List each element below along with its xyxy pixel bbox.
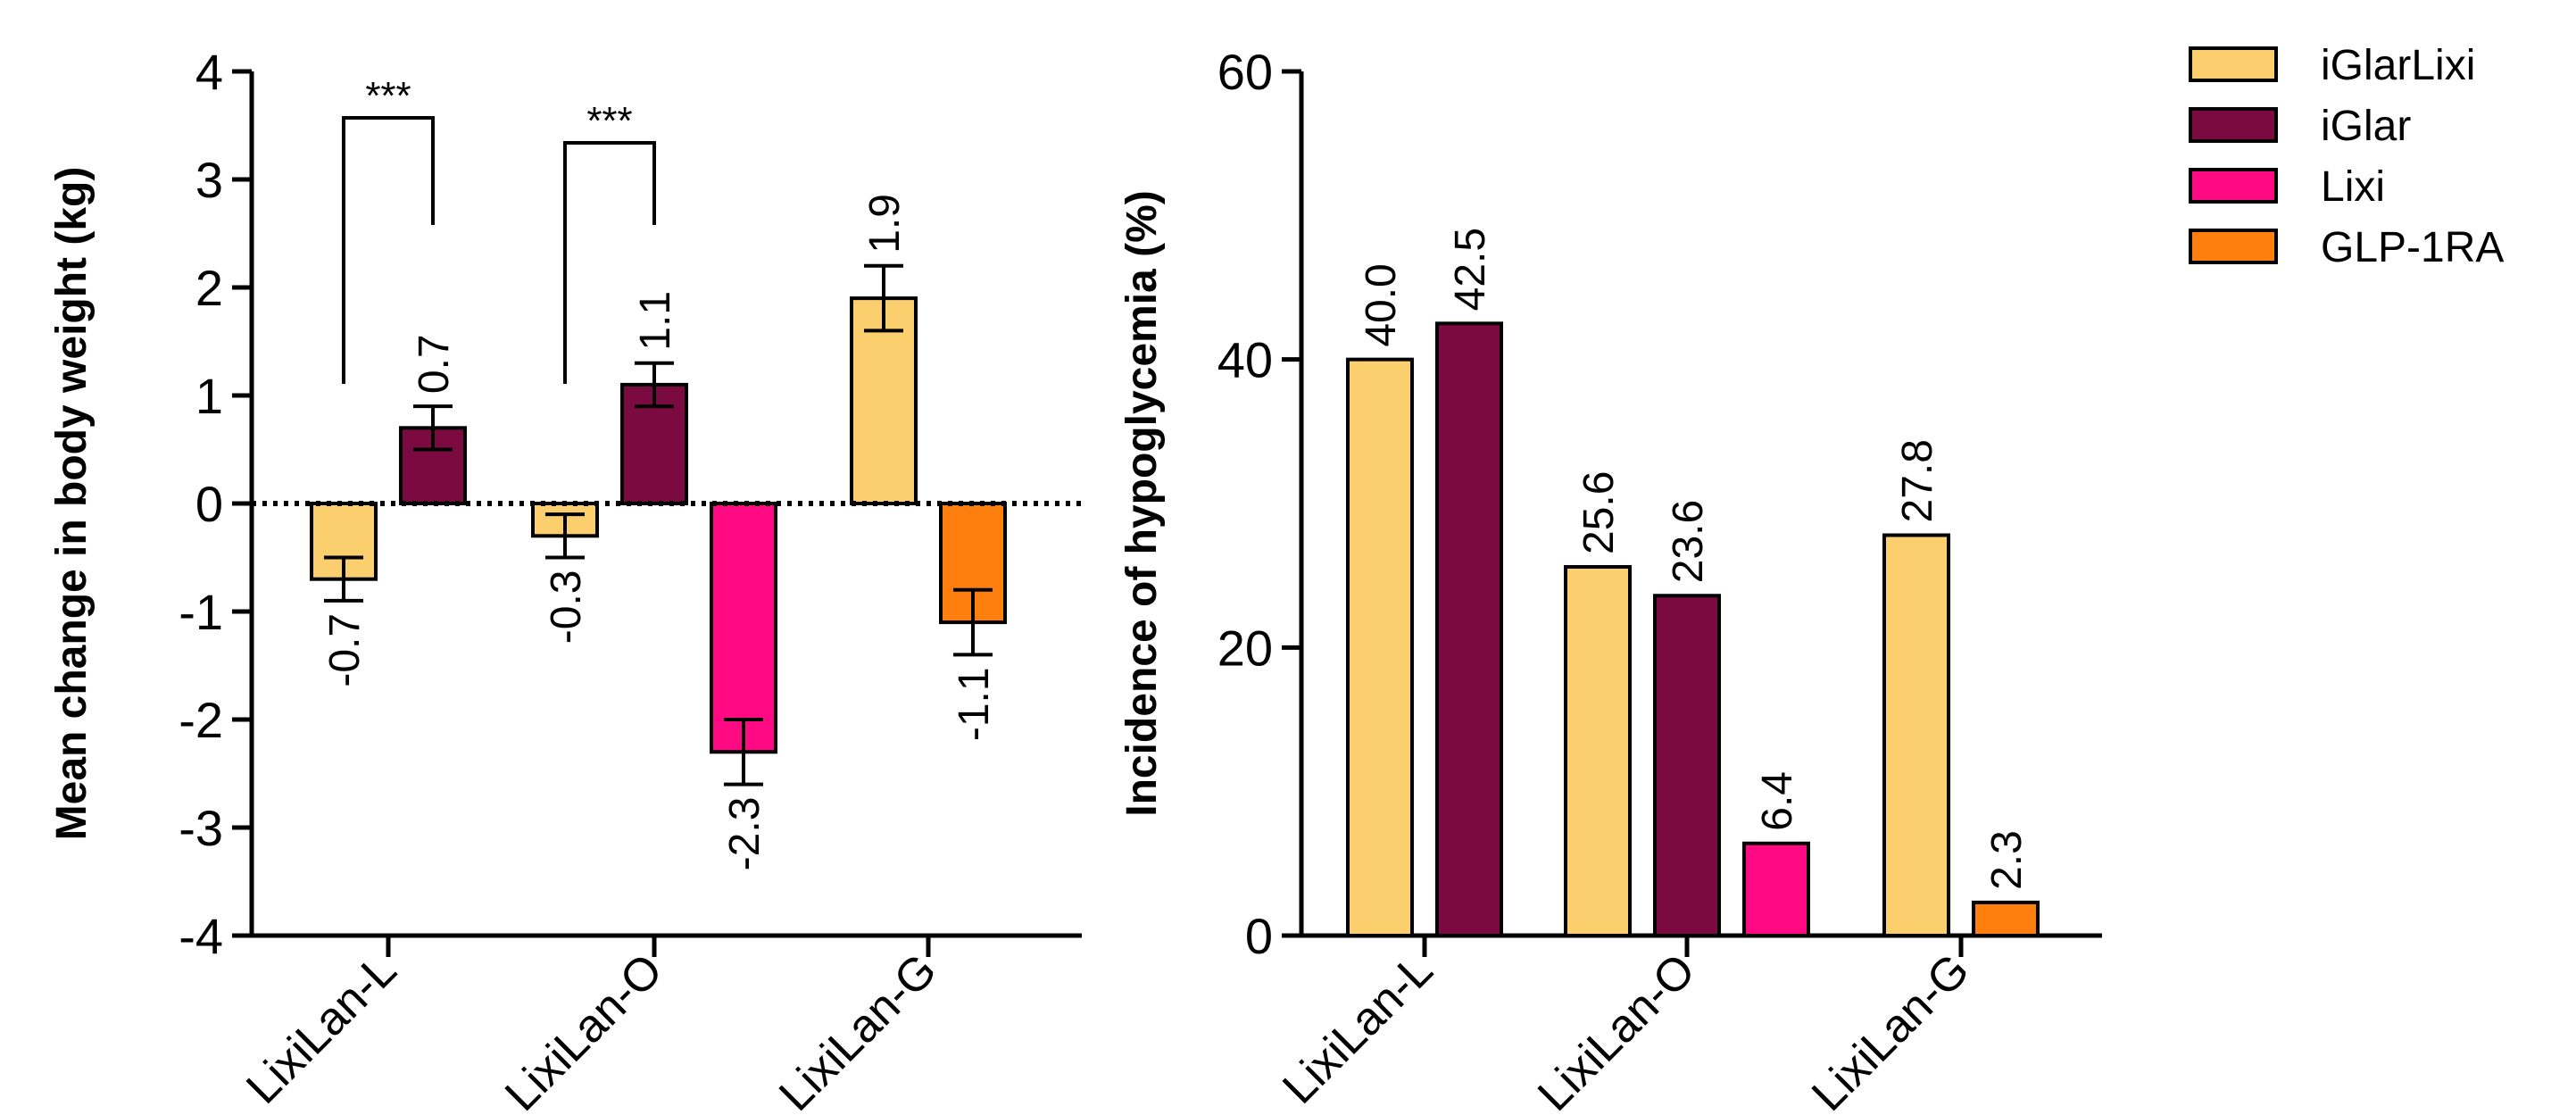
data-label-lixilan-o-iglarlixi: -0.3 bbox=[543, 570, 590, 645]
category-label: LixiLan-G bbox=[1802, 944, 1979, 1115]
category-label: LixiLan-O bbox=[495, 944, 672, 1115]
y-tick-label: -2 bbox=[179, 692, 223, 748]
hypoglycemia-chart: 60 40 20 0 Incidence of hypoglycemia (%) Lixi… bbox=[1118, 44, 2102, 1115]
legend-swatch-iglar bbox=[2189, 107, 2278, 143]
data-label-lixilan-o-lixi: 6.4 bbox=[1754, 771, 1801, 831]
category-label: LixiLan-L bbox=[237, 944, 406, 1113]
bar-lixilan-o-iglar bbox=[1653, 594, 1721, 938]
legend-swatch-glp-1ra bbox=[2189, 229, 2278, 264]
y-axis-title: Mean change in body weight (kg) bbox=[48, 167, 96, 841]
category-label: LixiLan-O bbox=[1528, 944, 1705, 1115]
bar-lixilan-o-lixi bbox=[710, 502, 777, 754]
significance-label: *** bbox=[586, 99, 632, 143]
legend-swatch-lixi bbox=[2189, 168, 2278, 204]
legend-label-iglarlixi: iGlarLixi bbox=[2321, 42, 2475, 89]
data-label-lixilan-o-iglar: 1.1 bbox=[632, 291, 679, 351]
y-tick-label: 1 bbox=[195, 368, 223, 424]
data-label-lixilan-l-iglar: 42.5 bbox=[1447, 228, 1494, 311]
bar-lixilan-g-iglarlixi bbox=[1882, 533, 1950, 937]
data-label-lixilan-g-glp-1ra: 2.3 bbox=[1983, 830, 2031, 890]
weight-change-chart: 4 3 2 1 0 -1 -2 -3 -4 Mean change in body weight … bbox=[48, 44, 1082, 1115]
legend-label-glp-1ra: GLP-1RA bbox=[2321, 224, 2504, 271]
data-label-lixilan-l-iglar: 0.7 bbox=[411, 334, 458, 394]
y-axis-title: Incidence of hypoglycemia (%) bbox=[1118, 190, 1166, 816]
y-tick-label: 60 bbox=[1217, 44, 1273, 100]
y-tick-label: 4 bbox=[195, 44, 223, 100]
legend-label-lixi: Lixi bbox=[2321, 163, 2385, 211]
bar-lixilan-l-iglar bbox=[1435, 321, 1503, 938]
y-tick-label: 40 bbox=[1217, 332, 1273, 388]
bar-lixilan-o-lixi bbox=[1742, 841, 1810, 937]
data-label-lixilan-l-iglarlixi: -0.7 bbox=[321, 613, 369, 687]
data-label-lixilan-o-iglarlixi: 25.6 bbox=[1575, 471, 1623, 554]
y-tick-label: -1 bbox=[179, 584, 223, 640]
bar-lixilan-l-iglarlixi bbox=[1346, 357, 1414, 937]
category-label: LixiLan-G bbox=[769, 944, 946, 1115]
legend-label-iglar: iGlar bbox=[2321, 103, 2411, 150]
y-tick-label: 0 bbox=[195, 476, 223, 532]
data-label-lixilan-l-iglarlixi: 40.0 bbox=[1358, 263, 1405, 346]
bar-lixilan-o-iglarlixi bbox=[1564, 564, 1632, 938]
category-label: LixiLan-L bbox=[1273, 944, 1442, 1113]
data-label-lixilan-g-iglarlixi: 27.8 bbox=[1894, 439, 1941, 522]
significance-bracket bbox=[563, 141, 656, 384]
y-tick-label: 20 bbox=[1217, 620, 1273, 676]
y-tick-label: -4 bbox=[179, 908, 223, 964]
data-label-lixilan-g-iglarlixi: 1.9 bbox=[861, 194, 909, 254]
legend-swatch-iglarlixi bbox=[2189, 46, 2278, 82]
y-tick-label: -3 bbox=[179, 800, 223, 856]
data-label-lixilan-g-glp-1ra: -1.1 bbox=[951, 667, 998, 741]
y-tick-label: 3 bbox=[195, 152, 223, 208]
significance-bracket bbox=[342, 116, 435, 384]
significance-label: *** bbox=[365, 74, 411, 118]
data-label-lixilan-o-iglar: 23.6 bbox=[1665, 500, 1712, 583]
data-label-lixilan-o-lixi: -2.3 bbox=[721, 797, 769, 871]
y-tick-label: 2 bbox=[195, 260, 223, 316]
y-tick-label: 0 bbox=[1245, 908, 1273, 964]
bar-lixilan-g-glp-1ra bbox=[1972, 900, 2040, 937]
